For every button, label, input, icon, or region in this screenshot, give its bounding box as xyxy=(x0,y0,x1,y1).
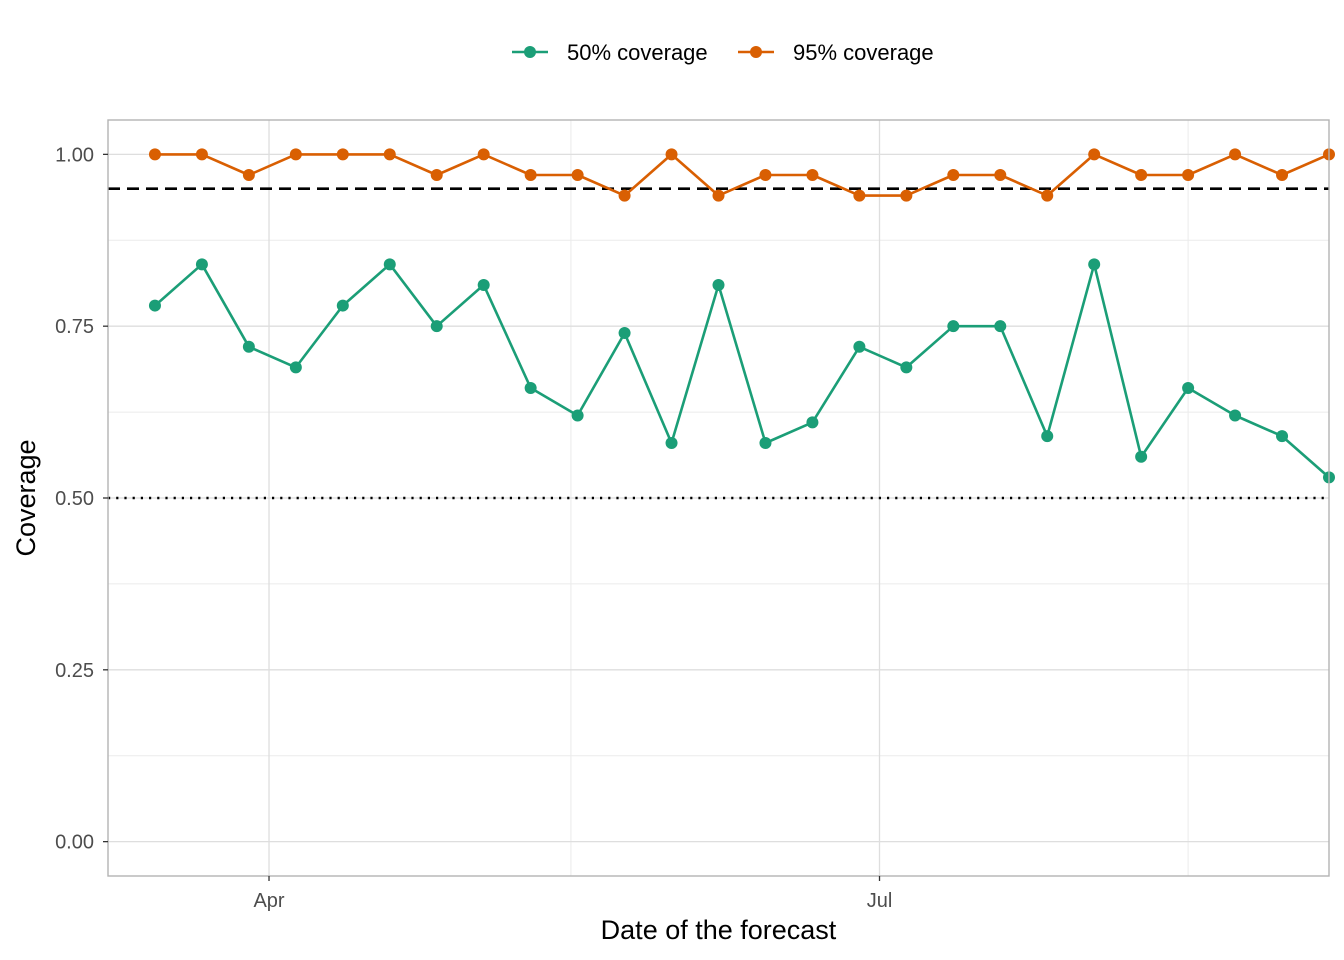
legend-label: 95% coverage xyxy=(793,40,934,65)
data-point xyxy=(806,168,819,181)
series-points xyxy=(148,148,1335,484)
data-point xyxy=(853,340,866,353)
data-point xyxy=(1182,382,1195,395)
data-point xyxy=(618,327,631,340)
data-point xyxy=(242,340,255,353)
x-tick-label: Apr xyxy=(253,890,284,912)
data-point xyxy=(1041,189,1054,202)
data-point xyxy=(712,189,725,202)
data-point xyxy=(1182,168,1195,181)
data-point xyxy=(618,189,631,202)
x-axis: Apr Jul xyxy=(253,876,892,912)
data-point xyxy=(477,278,490,291)
data-point xyxy=(524,382,537,395)
data-point xyxy=(383,148,396,161)
data-point xyxy=(1041,430,1054,443)
legend-label: 50% coverage xyxy=(567,40,708,65)
series-line-1 xyxy=(155,153,1330,197)
reference-lines xyxy=(108,187,1329,500)
x-tick-label: Jul xyxy=(867,890,893,912)
data-point xyxy=(148,299,161,312)
legend-key-1 xyxy=(738,46,774,58)
data-point xyxy=(289,361,302,374)
data-point xyxy=(1135,168,1148,181)
y-tick-label: 1.00 xyxy=(55,144,94,166)
legend-key-0 xyxy=(512,46,548,58)
data-point xyxy=(665,148,678,161)
x-axis-title: Date of the forecast xyxy=(601,915,837,945)
data-point xyxy=(430,168,443,181)
data-point xyxy=(1229,409,1242,422)
data-point xyxy=(1276,168,1289,181)
data-point xyxy=(806,416,819,429)
data-point xyxy=(1088,258,1101,271)
series-line-0 xyxy=(154,262,1330,479)
data-point xyxy=(712,278,725,291)
data-point xyxy=(1276,430,1289,443)
legend: 50% coverage 95% coverage xyxy=(512,40,934,65)
y-tick-label: 0.25 xyxy=(55,660,94,682)
data-point xyxy=(994,168,1007,181)
minor-gridlines xyxy=(108,120,1329,876)
data-point xyxy=(383,258,396,271)
data-point xyxy=(242,168,255,181)
data-point xyxy=(195,258,208,271)
data-point xyxy=(195,148,208,161)
data-point xyxy=(336,148,349,161)
data-point xyxy=(571,409,584,422)
series-lines xyxy=(154,153,1330,479)
data-point xyxy=(571,168,584,181)
y-tick-label: 0.00 xyxy=(55,832,94,854)
data-point xyxy=(900,361,913,374)
data-point xyxy=(430,320,443,333)
data-point xyxy=(994,320,1007,333)
data-point xyxy=(1135,450,1148,463)
data-point xyxy=(947,168,960,181)
data-point xyxy=(336,299,349,312)
data-point xyxy=(148,148,161,161)
data-point xyxy=(289,148,302,161)
data-point xyxy=(1088,148,1101,161)
data-point xyxy=(759,168,772,181)
data-point xyxy=(524,168,537,181)
data-point xyxy=(853,189,866,202)
y-axis-title: Coverage xyxy=(11,439,41,556)
data-point xyxy=(947,320,960,333)
y-tick-label: 0.50 xyxy=(55,488,94,510)
data-point xyxy=(759,437,772,450)
data-point xyxy=(1229,148,1242,161)
data-point xyxy=(477,148,490,161)
data-point xyxy=(900,189,913,202)
y-axis: 0.00 0.25 0.50 0.75 1.00 xyxy=(55,144,108,854)
y-tick-label: 0.75 xyxy=(55,316,94,338)
data-point xyxy=(665,437,678,450)
